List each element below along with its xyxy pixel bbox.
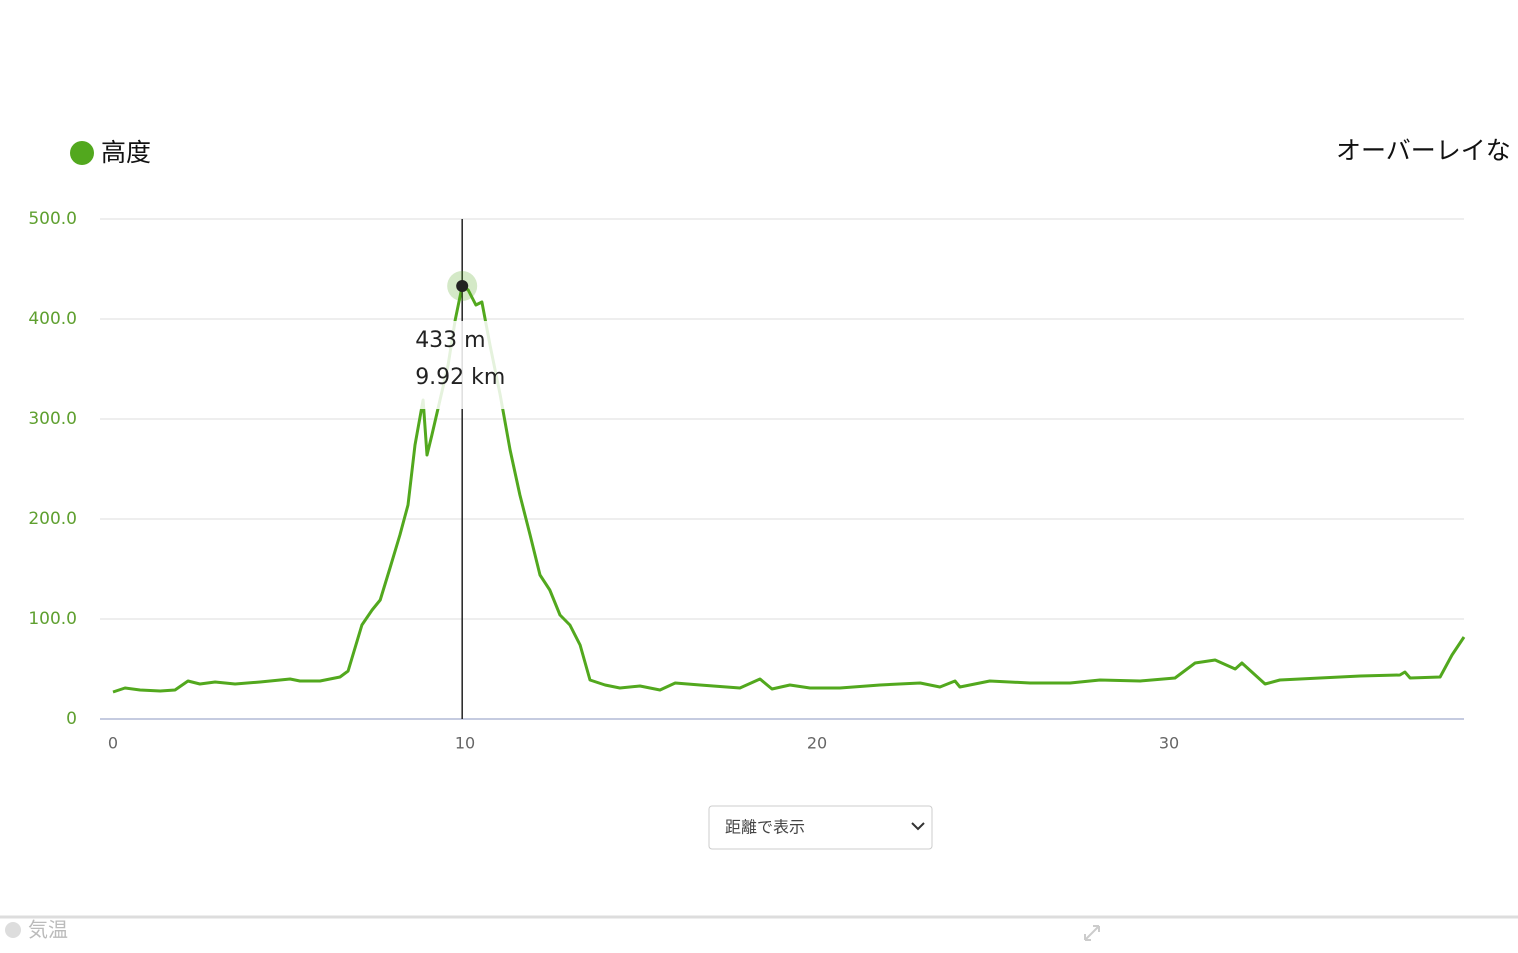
tooltip-box xyxy=(402,321,525,409)
elevation-line xyxy=(112,284,1466,694)
select-arrow xyxy=(911,822,925,831)
legend-label[interactable]: 高度 xyxy=(101,138,151,167)
view-select-label[interactable]: 距離で表示 xyxy=(725,818,805,837)
tooltip-text: 9.92 km xyxy=(415,365,505,390)
legend-marker[interactable] xyxy=(70,141,94,165)
hover-point xyxy=(456,280,469,292)
y-tick-label: 0 xyxy=(66,709,77,729)
overlay-label[interactable]: オーバーレイな xyxy=(1336,136,1511,165)
y-tick-label: 400.0 xyxy=(28,309,77,329)
y-tick-label: 500.0 xyxy=(28,209,77,229)
x-tick-label: 20 xyxy=(807,734,827,753)
x-tick-label: 10 xyxy=(455,734,475,753)
x-tick-label: 0 xyxy=(108,734,118,753)
x-tick-label: 30 xyxy=(1159,734,1179,753)
y-tick-label: 100.0 xyxy=(28,609,77,629)
y-tick-label: 200.0 xyxy=(28,509,77,529)
y-tick-label: 300.0 xyxy=(28,409,77,429)
next-legend-marker[interactable] xyxy=(5,922,21,938)
expand-icon[interactable] xyxy=(1084,925,1100,941)
view-select[interactable] xyxy=(708,805,933,850)
next-legend-label[interactable]: 気温 xyxy=(28,918,68,942)
tooltip-text: 433 m xyxy=(415,328,485,353)
